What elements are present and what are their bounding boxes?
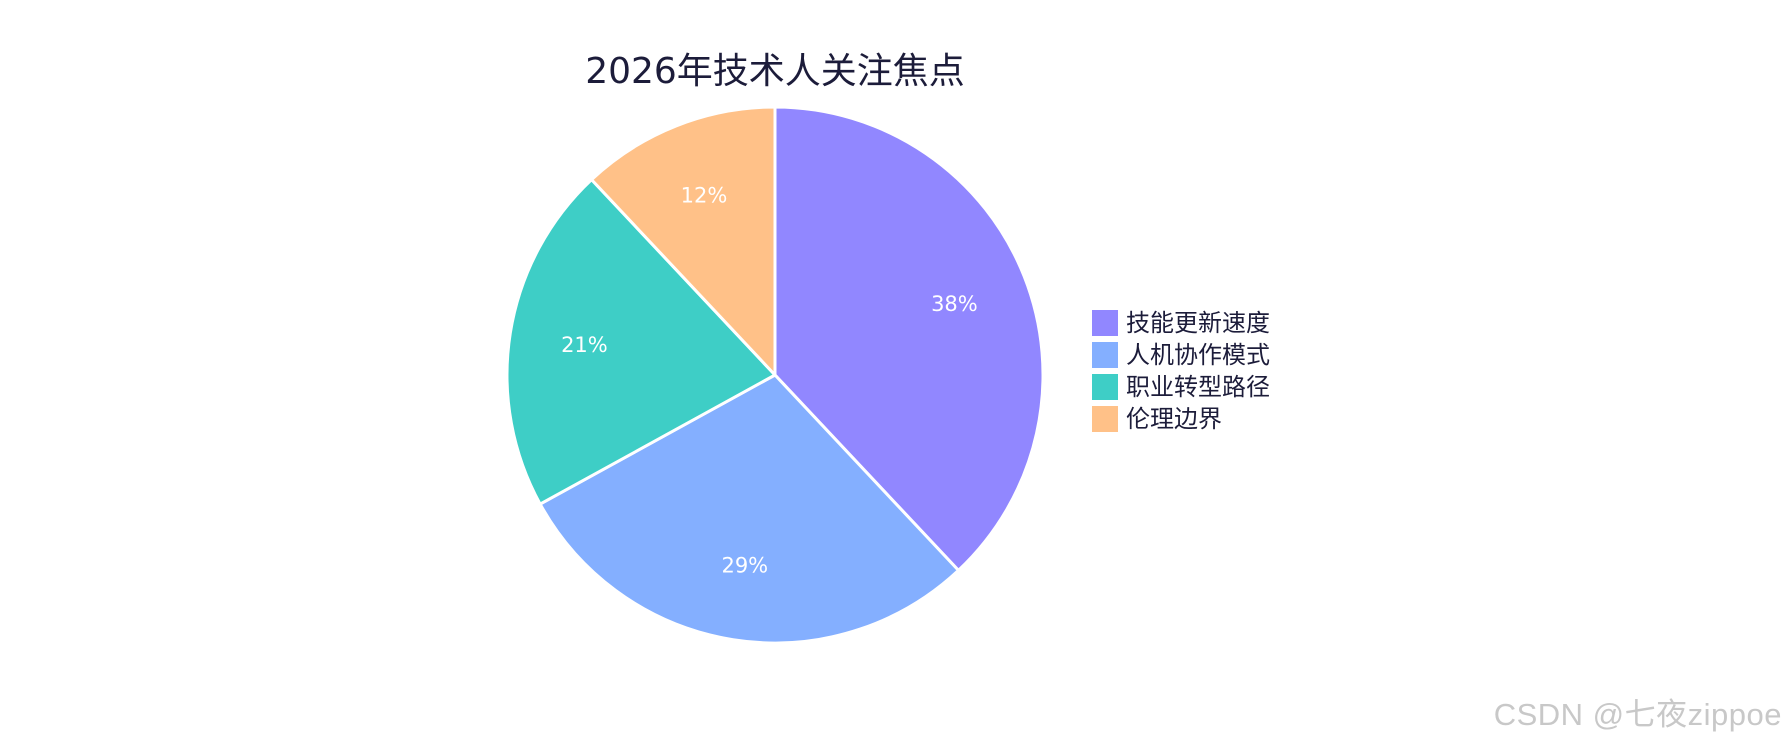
legend-label: 伦理边界 — [1126, 405, 1222, 433]
legend-label: 职业转型路径 — [1126, 373, 1270, 401]
pie-slice-labels: 38% 29% 21% 12% — [561, 184, 978, 578]
legend-swatch — [1092, 342, 1118, 368]
legend-swatch — [1092, 310, 1118, 336]
slice-percent-label: 29% — [721, 554, 768, 578]
slice-percent-label: 21% — [561, 333, 608, 357]
legend-label: 人机协作模式 — [1126, 341, 1270, 369]
pie-slice — [505, 178, 777, 506]
slice-percent-label: 12% — [681, 184, 728, 208]
legend-swatch — [1092, 374, 1118, 400]
pie-slice — [538, 373, 960, 645]
pie-slices — [505, 105, 1045, 645]
chart-title: 2026年技术人关注焦点 — [585, 51, 965, 92]
legend-label: 技能更新速度 — [1126, 309, 1270, 337]
pie-slice — [590, 105, 777, 377]
legend-item: 技能更新速度 — [1092, 309, 1270, 337]
legend-item: 职业转型路径 — [1092, 373, 1270, 401]
legend-item: 伦理边界 — [1092, 405, 1222, 433]
slice-percent-label: 38% — [931, 292, 978, 316]
legend-item: 人机协作模式 — [1092, 341, 1270, 369]
pie-slice — [773, 105, 1045, 572]
legend-swatch — [1092, 406, 1118, 432]
watermark: CSDN @七夜zippoe — [1493, 697, 1782, 732]
